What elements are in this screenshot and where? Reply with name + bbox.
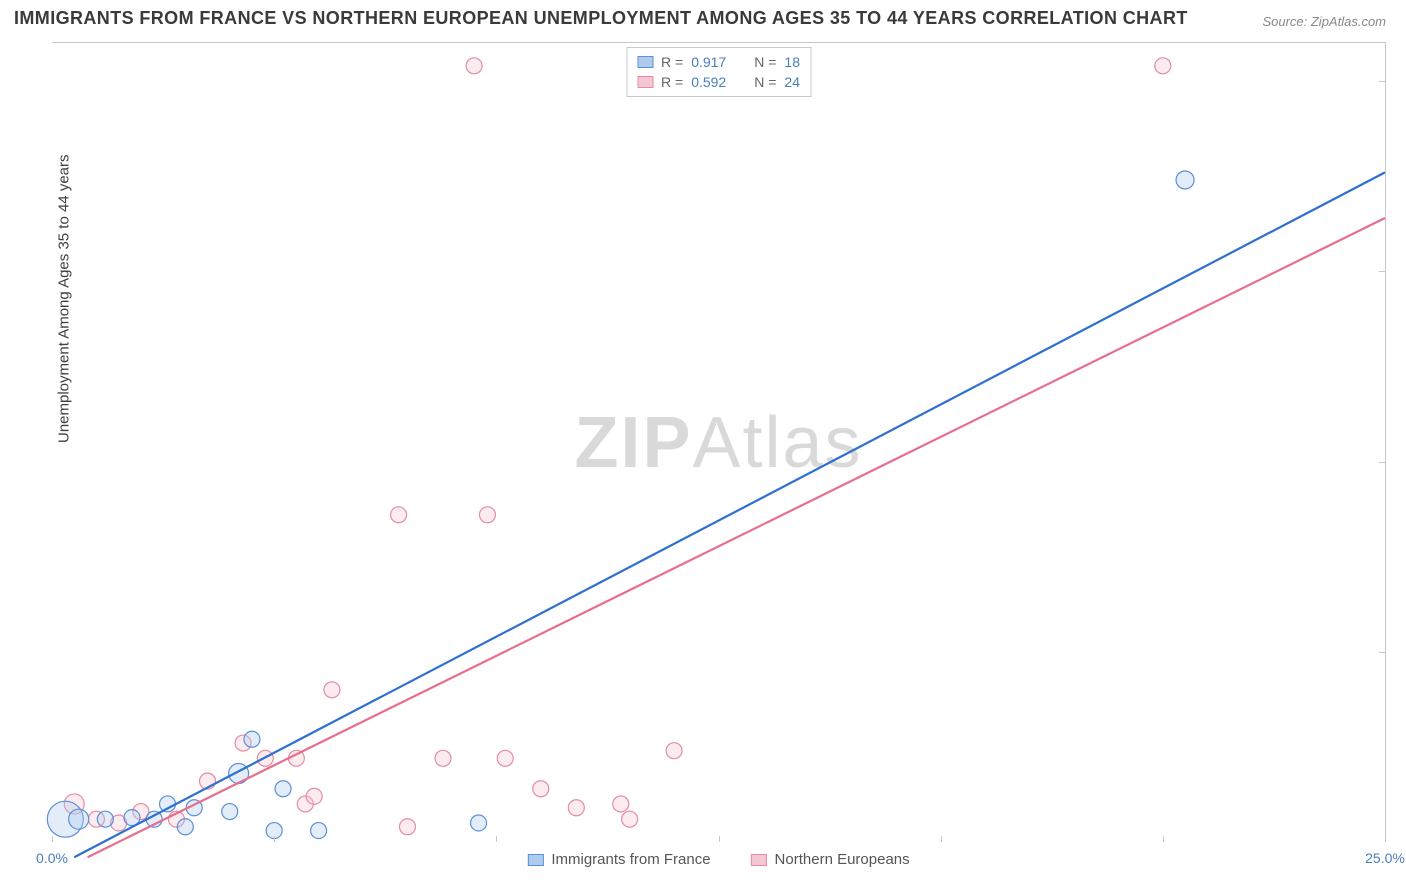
legend-label-northern: Northern Europeans [775,851,910,868]
data-point-france [69,809,89,829]
data-point-france [471,815,487,831]
x-tick-mark [941,836,942,842]
data-point-northern [533,781,549,797]
data-point-northern [622,811,638,827]
legend-swatch-northern [751,854,767,866]
legend-item-northern: Northern Europeans [751,851,910,868]
series-legend: Immigrants from France Northern European… [527,851,909,868]
y-tick-label: 25.0% [1393,644,1406,660]
y-tick-mark [1379,81,1385,82]
data-point-northern [324,682,340,698]
data-point-france [97,811,113,827]
data-point-france [222,804,238,820]
data-point-france [177,819,193,835]
plot-area: Unemployment Among Ages 35 to 44 years Z… [52,42,1386,842]
x-tick-mark [1385,836,1386,842]
legend-swatch-france [527,854,543,866]
regression-line-northern [88,218,1385,857]
y-tick-mark [1379,652,1385,653]
y-tick-mark [1379,271,1385,272]
data-point-northern [666,743,682,759]
chart-title: IMMIGRANTS FROM FRANCE VS NORTHERN EUROP… [14,8,1188,29]
x-tick-mark [496,836,497,842]
data-point-northern [613,796,629,812]
data-point-northern [466,58,482,74]
regression-line-france [74,172,1385,857]
source-attribution: Source: ZipAtlas.com [1262,14,1386,29]
legend-item-france: Immigrants from France [527,851,710,868]
data-point-france [275,781,291,797]
data-point-northern [1155,58,1171,74]
data-point-northern [479,507,495,523]
data-point-northern [306,788,322,804]
x-tick-label: 25.0% [1365,850,1405,866]
x-tick-mark [1163,836,1164,842]
y-tick-label: 100.0% [1393,73,1406,89]
y-tick-mark [1379,462,1385,463]
x-tick-mark [274,836,275,842]
data-point-northern [435,750,451,766]
data-point-france [311,823,327,839]
legend-label-france: Immigrants from France [551,851,710,868]
data-point-northern [391,507,407,523]
x-tick-mark [52,836,53,842]
x-tick-label: 0.0% [36,850,68,866]
data-point-northern [399,819,415,835]
x-tick-mark [719,836,720,842]
y-tick-label: 75.0% [1393,263,1406,279]
data-point-france [244,731,260,747]
data-point-northern [497,750,513,766]
data-point-france [1176,171,1194,189]
chart-svg [52,43,1385,842]
y-tick-label: 50.0% [1393,454,1406,470]
data-point-northern [568,800,584,816]
